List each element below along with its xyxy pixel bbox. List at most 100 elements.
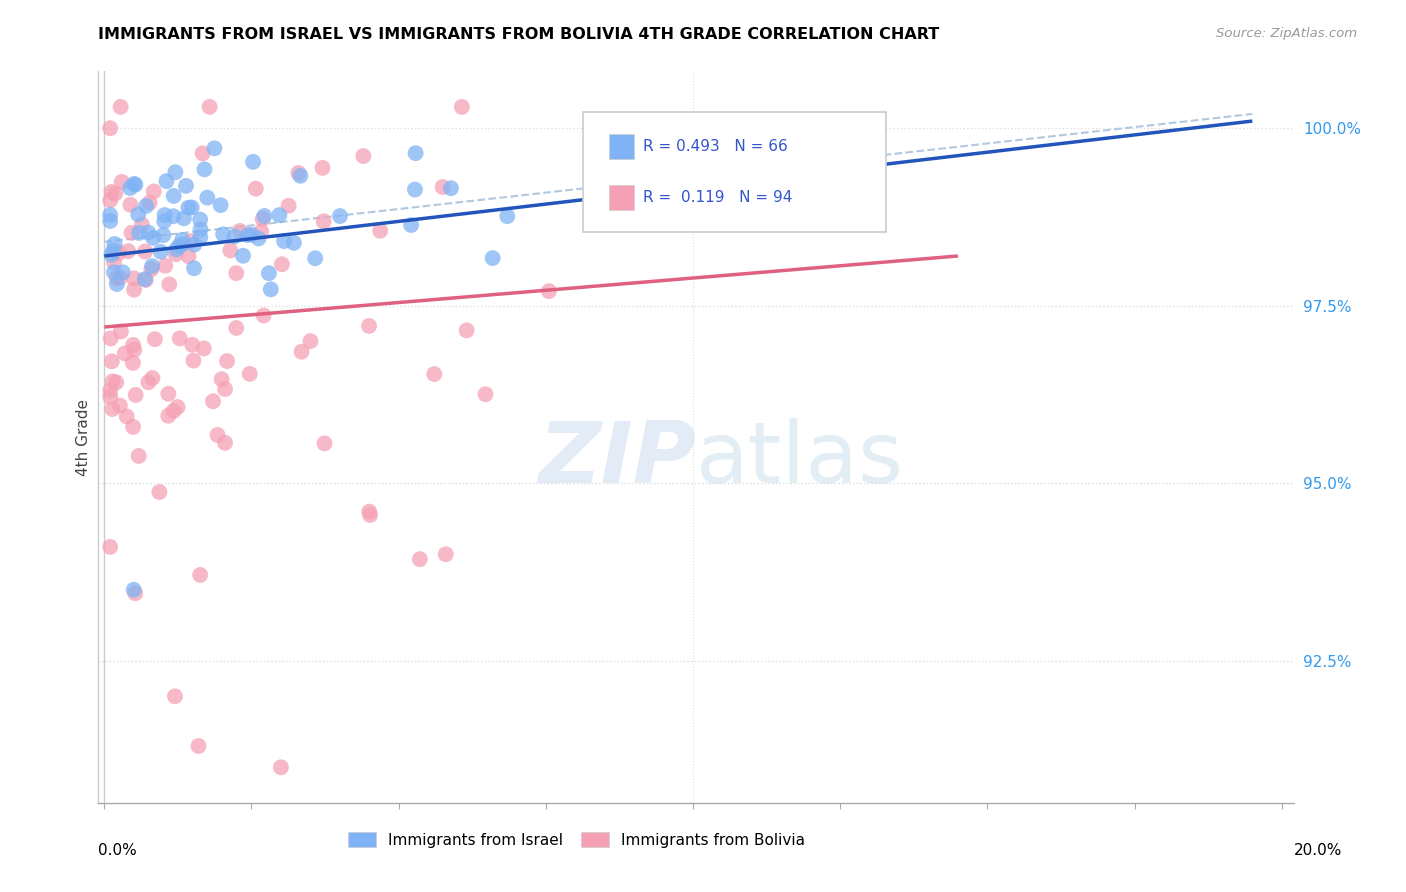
Point xyxy=(167,239,190,253)
Point xyxy=(100,354,122,368)
Point xyxy=(157,277,180,292)
Point xyxy=(157,386,180,401)
Point xyxy=(270,760,292,774)
Point xyxy=(173,211,195,226)
Point xyxy=(214,382,236,396)
Point xyxy=(148,485,170,500)
Text: Source: ZipAtlas.com: Source: ZipAtlas.com xyxy=(1216,27,1357,40)
Point xyxy=(138,376,160,390)
Point xyxy=(183,353,205,368)
Point xyxy=(212,227,235,242)
Point xyxy=(131,218,153,232)
Point xyxy=(537,284,560,298)
Point xyxy=(277,199,299,213)
Point xyxy=(98,194,121,208)
Point xyxy=(162,404,184,418)
Point xyxy=(172,237,194,252)
Point xyxy=(247,231,270,245)
Point xyxy=(138,195,160,210)
Point xyxy=(253,209,276,223)
Point xyxy=(193,162,215,177)
Point xyxy=(98,121,121,136)
Point xyxy=(165,247,187,261)
Point xyxy=(188,568,211,582)
Point xyxy=(169,331,191,345)
Point xyxy=(134,272,156,286)
Point xyxy=(141,262,163,277)
Point xyxy=(105,376,128,390)
Point xyxy=(588,178,610,193)
Point xyxy=(359,508,381,522)
Point xyxy=(128,449,150,463)
Point xyxy=(134,244,156,259)
Point xyxy=(219,244,242,258)
Point xyxy=(155,174,177,188)
Point xyxy=(108,399,131,413)
Point xyxy=(257,266,280,280)
Point xyxy=(124,586,146,600)
Point xyxy=(141,371,163,385)
Point xyxy=(440,181,463,195)
Point xyxy=(166,400,188,414)
Point xyxy=(100,248,122,262)
Point xyxy=(110,325,132,339)
Point xyxy=(202,141,225,155)
Point xyxy=(162,209,184,223)
Point xyxy=(101,374,124,388)
Point xyxy=(211,372,233,386)
Point xyxy=(122,356,145,370)
Point xyxy=(287,166,309,180)
Point xyxy=(105,277,128,291)
Point xyxy=(260,282,283,296)
Point xyxy=(236,228,259,243)
Point xyxy=(108,271,131,285)
Point xyxy=(229,224,252,238)
Point xyxy=(399,218,422,232)
Point xyxy=(124,343,146,357)
Point xyxy=(183,261,205,276)
Point xyxy=(357,318,380,333)
Point xyxy=(105,271,128,285)
Point xyxy=(108,245,131,260)
Point xyxy=(103,265,125,279)
Point xyxy=(121,226,143,240)
Point xyxy=(165,243,187,257)
Point xyxy=(98,384,121,398)
Point xyxy=(290,344,312,359)
Point xyxy=(202,394,225,409)
Point xyxy=(98,540,121,554)
Point xyxy=(239,367,262,381)
Point xyxy=(269,208,291,222)
Point xyxy=(177,249,200,263)
Point xyxy=(128,226,150,240)
Point xyxy=(474,387,496,401)
Point xyxy=(143,332,166,346)
Point xyxy=(225,321,247,335)
Point xyxy=(120,198,142,212)
Point xyxy=(163,189,186,203)
Text: R = 0.493   N = 66: R = 0.493 N = 66 xyxy=(643,138,787,153)
Point xyxy=(155,259,177,273)
Point xyxy=(125,388,148,402)
Point xyxy=(103,236,125,251)
Point xyxy=(352,149,374,163)
Point xyxy=(115,409,138,424)
Point xyxy=(103,255,125,269)
Point xyxy=(312,214,335,228)
Point xyxy=(456,323,478,337)
Text: ZIP: ZIP xyxy=(538,417,696,500)
Point xyxy=(101,244,124,258)
Point xyxy=(214,435,236,450)
Point xyxy=(179,234,201,248)
Point xyxy=(209,198,232,212)
Point xyxy=(405,146,427,161)
Point xyxy=(242,154,264,169)
Point xyxy=(177,201,200,215)
Point xyxy=(135,273,157,287)
Point xyxy=(481,251,503,265)
Point xyxy=(163,690,186,704)
Point xyxy=(165,165,187,179)
Point xyxy=(232,249,254,263)
Point xyxy=(240,227,263,242)
Point xyxy=(122,283,145,297)
